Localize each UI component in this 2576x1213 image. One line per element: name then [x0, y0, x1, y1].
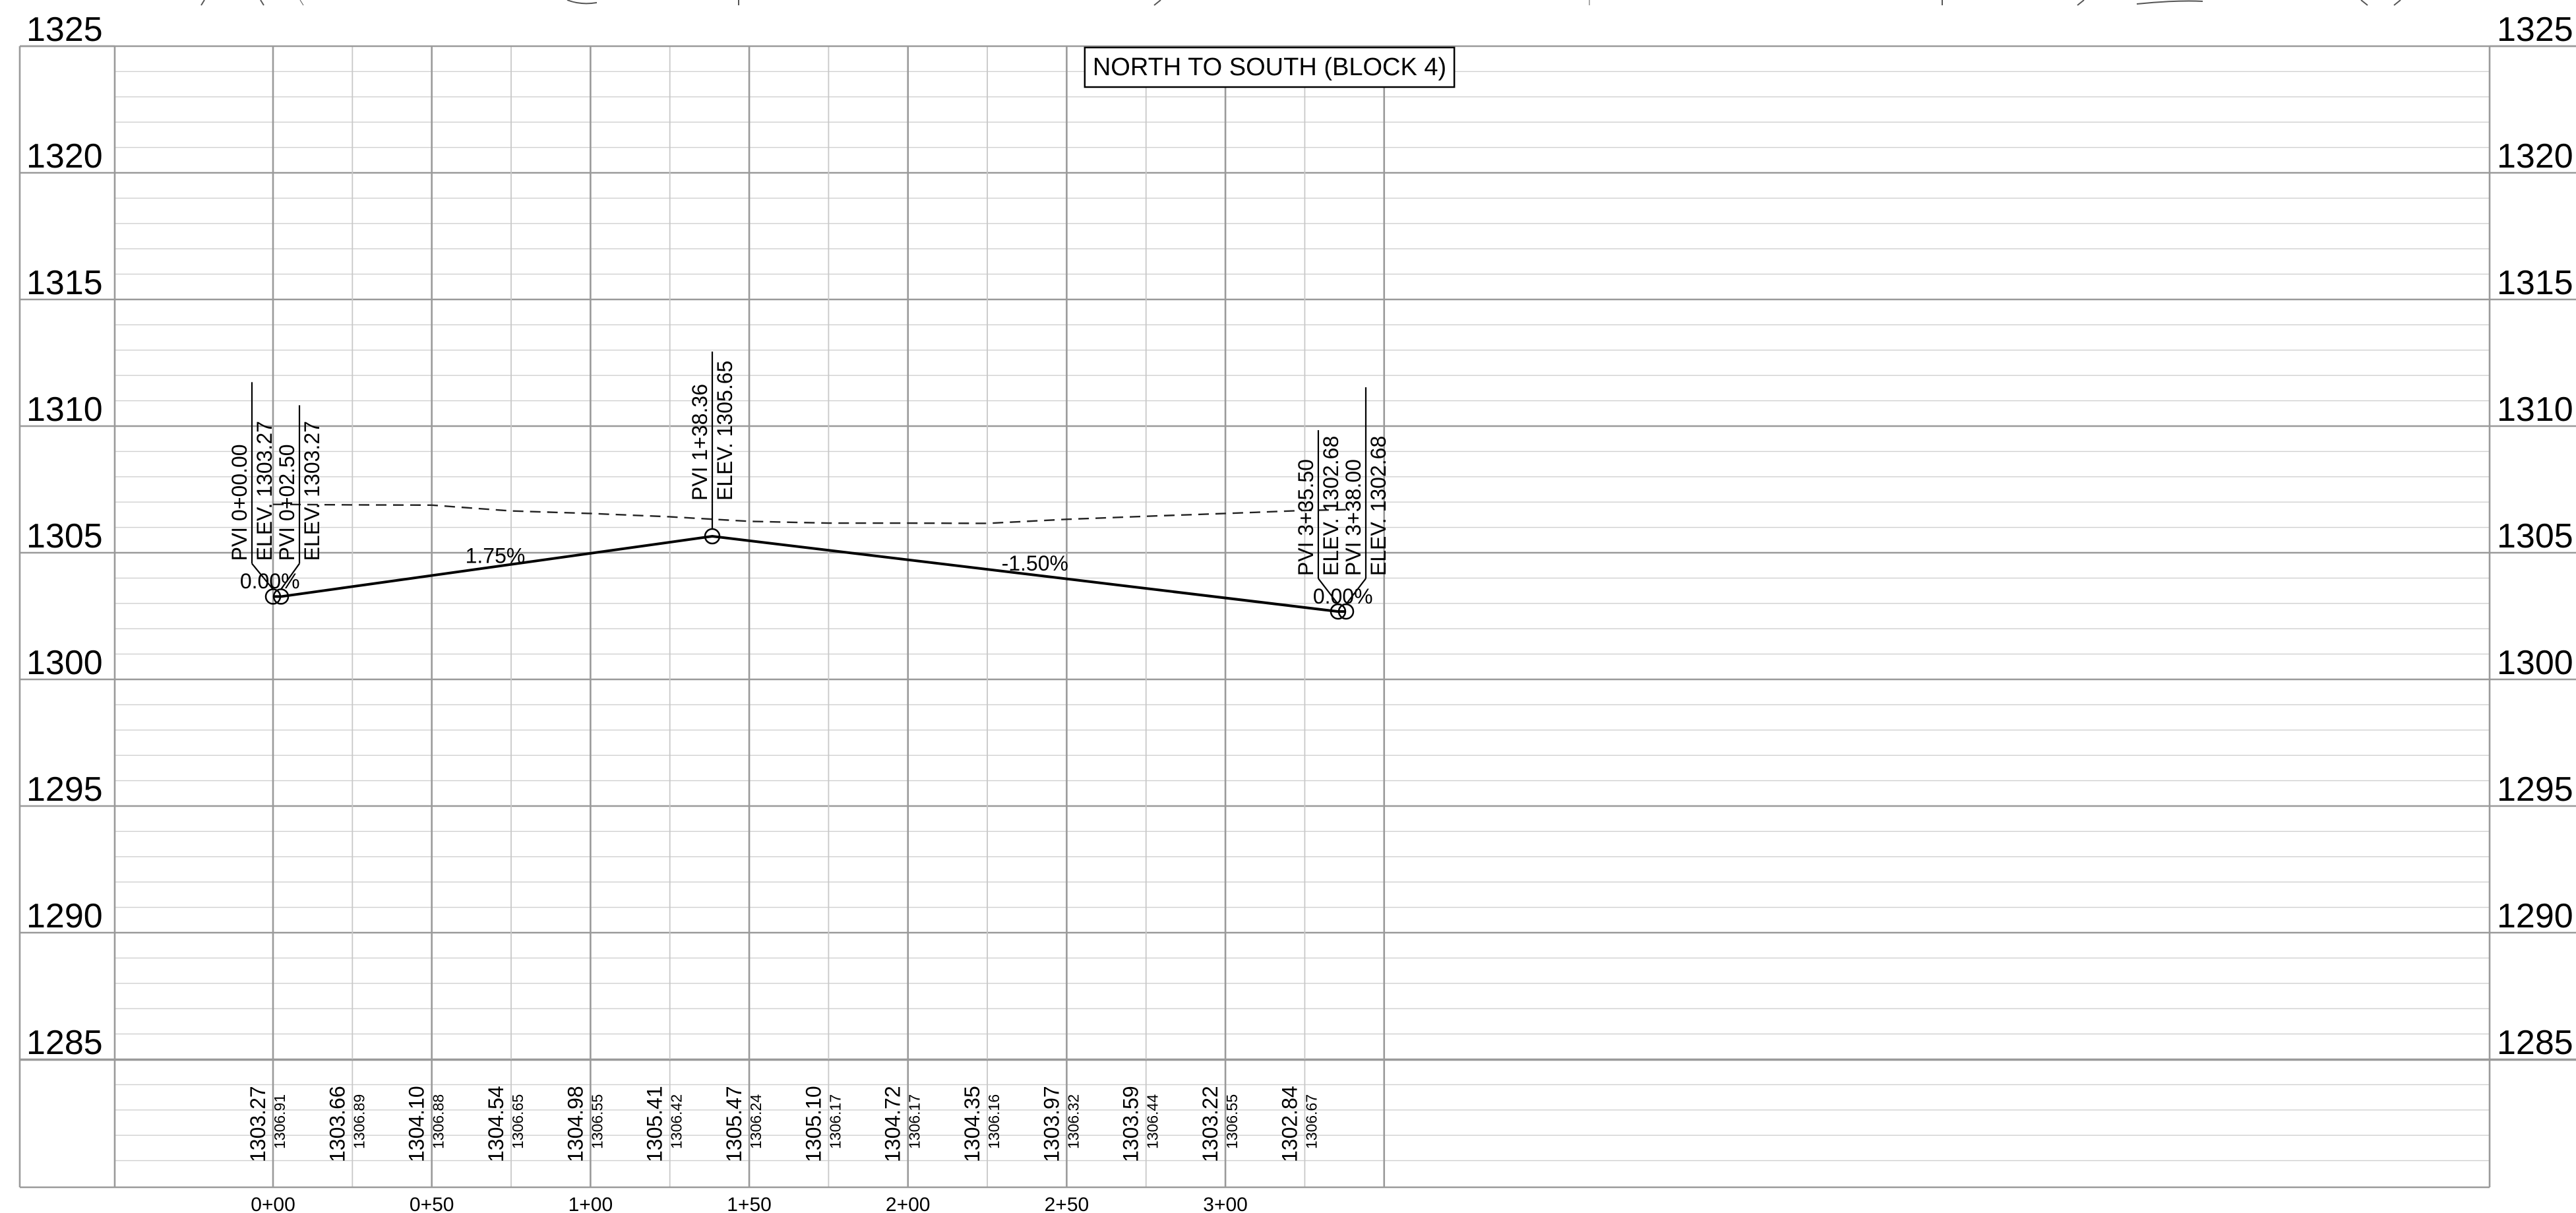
y-tick-label-left: 1320: [26, 137, 103, 175]
x-tick-label: 0+00: [251, 1194, 295, 1213]
design-elevation-label: 1304.10: [405, 1086, 429, 1162]
grade-label: -1.50%: [1002, 551, 1068, 575]
existing-ground-line: [272, 503, 1347, 524]
grade-label: 1.75%: [466, 544, 526, 567]
grade-label: 0.00%: [240, 569, 300, 593]
x-tick-label: 1+00: [568, 1194, 613, 1213]
y-tick-label-right: 1320: [2497, 137, 2573, 175]
design-elevation-label: 1303.97: [1039, 1086, 1063, 1162]
y-tick-label-right: 1285: [2497, 1024, 2573, 1062]
existing-elevation-label: 1306.88: [430, 1094, 447, 1149]
pvi-elevation-label: ELEV. 1303.27: [253, 421, 276, 561]
x-tick-label: 1+50: [727, 1194, 772, 1213]
y-tick-label-right: 1310: [2497, 390, 2573, 429]
existing-elevation-label: 1306.55: [588, 1094, 605, 1149]
upper-sheet-mark: [567, 0, 598, 5]
upper-sheet-mark: [200, 0, 205, 6]
x-tick-label: 2+50: [1045, 1194, 1089, 1213]
pvi-elevation-label: ELEV. 1302.68: [1319, 436, 1343, 576]
upper-sheet-mark: [2360, 0, 2368, 6]
y-tick-label-left: 1310: [26, 390, 103, 429]
design-profile: [273, 535, 1346, 613]
existing-elevation-label: 1306.55: [1223, 1094, 1241, 1149]
design-elevation-label: 1305.41: [643, 1086, 667, 1162]
design-elevation-label: 1303.59: [1119, 1086, 1143, 1162]
y-tick-label-right: 1325: [2497, 11, 2573, 49]
title-box: [1084, 46, 1456, 88]
frame: [18, 0, 2576, 1189]
pvi-leader: [1318, 578, 1339, 605]
pvi-leader: [251, 563, 274, 590]
y-tick-label-left: 1305: [26, 517, 103, 555]
design-elevation-label: 1302.84: [1277, 1086, 1301, 1162]
existing-elevation-label: 1306.24: [747, 1094, 764, 1149]
upper-sheet-mark: [2393, 0, 2401, 6]
chart-title: NORTH TO SOUTH (BLOCK 4): [1093, 53, 1446, 81]
existing-elevation-label: 1306.91: [271, 1094, 288, 1149]
y-tick-label-left: 1285: [26, 1024, 103, 1062]
y-tick-label-right: 1290: [2497, 897, 2573, 935]
design-elevation-label: 1304.54: [484, 1086, 508, 1162]
upper-sheet-mark: [260, 0, 264, 6]
title-block: NORTH TO SOUTH (BLOCK 4): [1084, 46, 1456, 88]
design-elevation-label: 1303.27: [246, 1086, 270, 1162]
pvi-leader: [1345, 578, 1366, 605]
pvi-elevation-label: ELEV. 1302.68: [1366, 436, 1390, 576]
grade-labels: 0.00% 1.75% -1.50% 0.00%: [240, 544, 1373, 607]
pvi-station-label: PVI 3+35.50: [1294, 459, 1318, 576]
pvi-station-label: PVI 3+38.00: [1341, 459, 1365, 576]
pvi-elevation-label: ELEV. 1305.65: [713, 361, 737, 501]
design-elevation-label: 1305.47: [722, 1086, 746, 1162]
design-elevation-label: 1304.72: [881, 1086, 905, 1162]
pvi-station-label: PVI 0+02.50: [275, 444, 299, 561]
y-tick-label-right: 1315: [2497, 264, 2573, 302]
y-tick-label-right: 1295: [2497, 770, 2573, 809]
y-tick-label-right: 1305: [2497, 517, 2573, 555]
design-elevation-label: 1304.98: [563, 1086, 587, 1162]
elevation-band: 1303.27 1306.91 1303.66 1306.89 1304.10 1306.…: [246, 1086, 1320, 1162]
axis-labels: 1325 1325 1320 1320 1315 1315 1310 1310 1305 1305…: [26, 11, 2573, 1213]
existing-elevation-label: 1306.32: [1064, 1094, 1082, 1149]
upper-sheet-mark: [2136, 0, 2203, 5]
grade-label: 0.00%: [1313, 584, 1373, 608]
y-tick-label-left: 1295: [26, 770, 103, 809]
design-elevation-label: 1303.22: [1198, 1086, 1222, 1162]
pvi-elevation-label: ELEV. 1303.27: [300, 421, 324, 561]
existing-elevation-label: 1306.42: [668, 1094, 685, 1149]
upper-sheet-mark: [299, 0, 304, 6]
x-tick-label: 0+50: [410, 1194, 454, 1213]
existing-ground-profile: [272, 503, 1347, 524]
pvi-leader: [280, 563, 300, 590]
y-tick-label-left: 1300: [26, 644, 103, 682]
upper-sheet-mark: [1153, 0, 1161, 6]
grid: [20, 45, 2576, 1187]
existing-elevation-label: 1306.17: [826, 1094, 843, 1149]
design-elevation-label: 1303.66: [325, 1086, 349, 1162]
existing-elevation-label: 1306.65: [509, 1094, 526, 1149]
design-grade-line: [273, 535, 1346, 613]
pvi-station-label: PVI 1+38.36: [688, 384, 712, 501]
y-tick-label-right: 1300: [2497, 644, 2573, 682]
existing-elevation-label: 1306.44: [1144, 1094, 1161, 1149]
x-tick-label: 2+00: [886, 1194, 931, 1213]
design-elevation-label: 1305.10: [801, 1086, 825, 1162]
y-tick-label-left: 1325: [26, 11, 103, 49]
existing-elevation-label: 1306.89: [350, 1094, 367, 1149]
existing-elevation-label: 1306.17: [906, 1094, 923, 1149]
design-elevation-label: 1304.35: [960, 1086, 984, 1162]
existing-elevation-label: 1306.16: [985, 1094, 1002, 1149]
y-tick-label-left: 1290: [26, 897, 103, 935]
pvi-station-label: PVI 0+00.00: [228, 444, 251, 561]
y-tick-label-left: 1315: [26, 264, 103, 302]
upper-sheet-mark: [2077, 0, 2085, 6]
existing-elevation-label: 1306.67: [1303, 1094, 1320, 1149]
x-tick-label: 3+00: [1203, 1194, 1248, 1213]
